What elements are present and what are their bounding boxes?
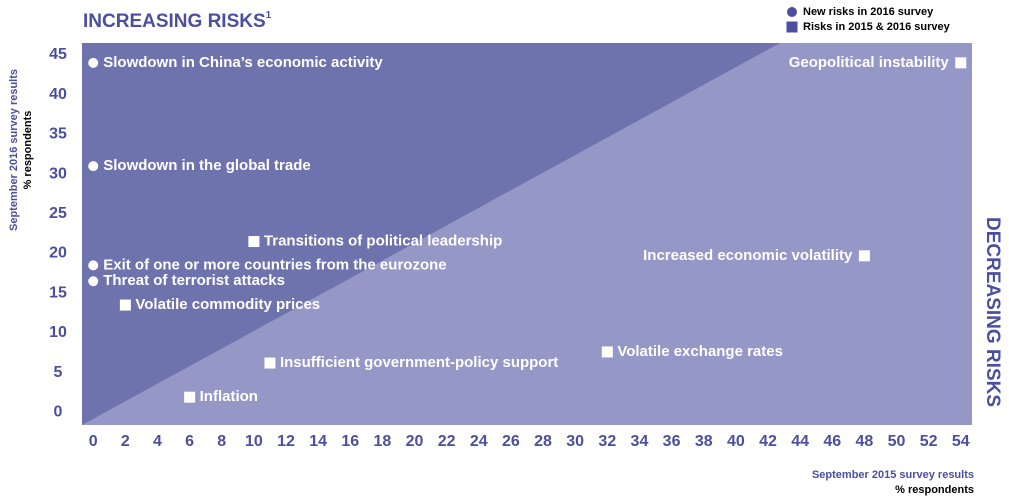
x-tick-label: 8	[217, 433, 226, 450]
x-tick-label: 42	[759, 433, 777, 450]
y-tick-label: 0	[54, 404, 63, 421]
y-tick-label: 25	[49, 205, 67, 222]
point-label: Slowdown in the global trade	[103, 157, 311, 174]
point-label: Exit of one or more countries from the e…	[103, 256, 446, 273]
x-tick-label: 12	[277, 433, 295, 450]
x-label: September 2015 survey results	[812, 469, 974, 481]
x-tick-label: 22	[438, 433, 456, 450]
point-label: Slowdown in China’s economic activity	[103, 54, 383, 71]
y-label: September 2016 survey results	[8, 69, 20, 231]
y-tick-label: 30	[49, 165, 67, 182]
right-label: DECREASING RISKS	[982, 217, 1003, 407]
point	[88, 260, 99, 271]
x-tick-label: 4	[153, 433, 162, 450]
point	[858, 250, 870, 262]
x-tick-label: 30	[566, 433, 584, 450]
chart-title: INCREASING RISKS1	[83, 10, 272, 32]
y-unit: % respondents	[22, 111, 34, 190]
point	[264, 357, 276, 369]
point	[184, 391, 196, 403]
point	[119, 299, 131, 311]
point-label: Increased economic volatility	[643, 247, 853, 264]
point	[88, 276, 99, 287]
point	[88, 57, 99, 68]
y-tick-label: 45	[49, 46, 67, 63]
legend-label: New risks in 2016 survey	[803, 6, 934, 18]
x-tick-label: 48	[855, 433, 873, 450]
x-tick-label: 20	[406, 433, 424, 450]
point-label: Volatile commodity prices	[135, 296, 320, 313]
point	[248, 236, 260, 248]
x-tick-label: 32	[598, 433, 616, 450]
x-tick-label: 52	[920, 433, 938, 450]
x-tick-label: 50	[888, 433, 906, 450]
y-tick-label: 40	[49, 86, 67, 103]
legend-marker	[786, 21, 798, 33]
x-tick-label: 40	[727, 433, 745, 450]
point	[601, 346, 613, 358]
legend-marker	[787, 7, 797, 17]
decreasing-region	[82, 43, 972, 425]
x-tick-label: 10	[245, 433, 263, 450]
y-tick-label: 10	[49, 324, 67, 341]
point-label: Insufficient government-policy support	[280, 354, 558, 371]
point-label: Volatile exchange rates	[617, 343, 783, 360]
y-tick-label: 15	[49, 284, 67, 301]
point	[88, 161, 99, 172]
x-tick-label: 16	[341, 433, 359, 450]
x-tick-label: 2	[121, 433, 130, 450]
x-tick-label: 0	[89, 433, 98, 450]
x-tick-label: 26	[502, 433, 520, 450]
x-tick-label: 36	[663, 433, 681, 450]
x-tick-label: 54	[952, 433, 970, 450]
x-tick-label: 38	[695, 433, 713, 450]
x-tick-label: 46	[823, 433, 841, 450]
x-tick-label: 24	[470, 433, 488, 450]
point-label: Threat of terrorist attacks	[103, 272, 285, 289]
point-label: Geopolitical instability	[789, 54, 950, 71]
x-tick-label: 34	[631, 433, 649, 450]
point-label: Transitions of political leadership	[264, 233, 502, 250]
x-tick-label: 14	[309, 433, 327, 450]
x-tick-label: 28	[534, 433, 552, 450]
y-tick-label: 5	[54, 364, 63, 381]
point-label: Inflation	[200, 388, 258, 405]
x-tick-label: 44	[791, 433, 809, 450]
y-tick-label: 20	[49, 245, 67, 262]
x-tick-label: 18	[374, 433, 392, 450]
point	[955, 57, 967, 69]
y-tick-label: 35	[49, 126, 67, 143]
legend-label: Risks in 2015 & 2016 survey	[803, 21, 951, 33]
x-tick-label: 6	[185, 433, 194, 450]
x-unit: % respondents	[895, 484, 974, 496]
